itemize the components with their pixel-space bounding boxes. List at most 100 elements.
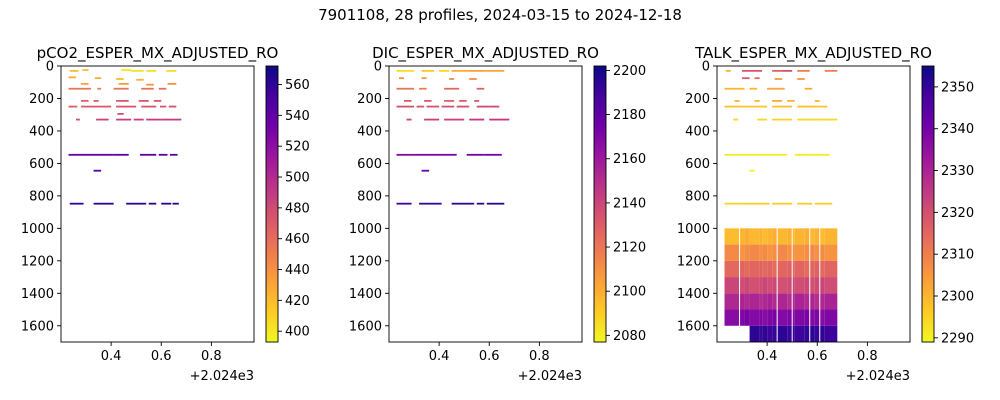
profile-segment bbox=[733, 118, 739, 121]
profile-segment bbox=[141, 105, 157, 108]
grid-cell bbox=[762, 228, 768, 245]
profile-segment bbox=[772, 202, 793, 205]
profile-segment bbox=[424, 100, 432, 102]
grid-cell bbox=[767, 244, 773, 261]
grid-cell bbox=[792, 325, 795, 342]
grid-cell bbox=[759, 293, 763, 310]
colorbar-tick-label: 400 bbox=[285, 325, 310, 340]
grid-cell bbox=[777, 277, 788, 294]
profile-segment bbox=[93, 100, 99, 102]
grid-cell bbox=[809, 309, 815, 326]
grid-cell bbox=[772, 228, 778, 245]
colorbar-tick-label: 2120 bbox=[613, 241, 646, 256]
grid-cell bbox=[787, 293, 793, 310]
figure-suptitle: 7901108, 28 profiles, 2024-03-15 to 2024… bbox=[318, 6, 682, 24]
profile-segment bbox=[797, 118, 818, 121]
colorbar-tick-label: 2160 bbox=[613, 152, 646, 167]
profile-segment bbox=[782, 69, 793, 72]
profile-segment bbox=[172, 202, 179, 205]
profile-segment bbox=[116, 105, 137, 108]
profile-segment bbox=[767, 87, 785, 90]
profile-segment bbox=[749, 169, 755, 172]
profile-segment bbox=[772, 69, 783, 72]
profile-segment bbox=[404, 100, 412, 102]
grid-cell bbox=[792, 277, 795, 294]
x-tick-label: 0.4 bbox=[101, 349, 122, 364]
colorbar bbox=[921, 65, 935, 343]
profile-segment bbox=[444, 87, 460, 90]
grid-cell bbox=[767, 325, 773, 342]
grid-cell bbox=[792, 260, 795, 278]
profile-segment bbox=[742, 105, 768, 108]
colorbar-tick-label: 2300 bbox=[941, 290, 974, 305]
profile-segment bbox=[118, 82, 129, 85]
colorbar-tick-label: 2100 bbox=[613, 285, 646, 300]
profile-segment bbox=[489, 118, 510, 121]
chart-panel-1: pCO2_ESPER_MX_ADJUSTED_RO 0.4 0.6 0.8 +2.024… bbox=[21, 44, 310, 384]
axes-frame bbox=[388, 65, 583, 343]
chart-title: DIC_ESPER_MX_ADJUSTED_RO bbox=[372, 44, 599, 63]
profile-segment bbox=[441, 105, 455, 108]
colorbar bbox=[265, 65, 279, 343]
profile-segment bbox=[742, 202, 770, 205]
grid-cell bbox=[794, 293, 805, 310]
y-tick-label: 1400 bbox=[349, 287, 382, 302]
profile-segment bbox=[444, 100, 455, 102]
colorbar-tick-label: 440 bbox=[285, 263, 310, 278]
grid-cell bbox=[809, 277, 815, 294]
profile-segment bbox=[161, 202, 172, 205]
profile-segment bbox=[414, 153, 457, 156]
y-tick-label: 1200 bbox=[349, 254, 382, 269]
x-tick-label: 0.8 bbox=[529, 349, 550, 364]
colorbar-tick-label: 540 bbox=[285, 109, 310, 124]
grid-cell bbox=[724, 244, 740, 261]
y-tick-label: 600 bbox=[29, 157, 54, 172]
grid-cell bbox=[804, 293, 810, 310]
grid-cell bbox=[762, 277, 768, 294]
profile-segment bbox=[396, 69, 415, 72]
grid-cell bbox=[804, 309, 810, 326]
profile-segment bbox=[69, 69, 79, 72]
profile-segment bbox=[489, 105, 500, 108]
profile-segment bbox=[469, 69, 485, 72]
grid-cell bbox=[759, 260, 763, 278]
y-tick-label: 1000 bbox=[21, 222, 54, 237]
profile-segment bbox=[742, 69, 763, 72]
y-tick-label: 1000 bbox=[349, 222, 382, 237]
grid-cell bbox=[777, 260, 788, 278]
profile-segment bbox=[94, 77, 102, 80]
grid-cell bbox=[792, 244, 795, 261]
profile-segment bbox=[724, 105, 743, 108]
profile-segment bbox=[757, 118, 768, 121]
grid-cell bbox=[749, 244, 760, 261]
profile-segment bbox=[724, 153, 788, 156]
profile-segment bbox=[814, 202, 833, 205]
profile-segment bbox=[113, 87, 129, 90]
profile-segment bbox=[734, 100, 740, 102]
grid-cell bbox=[819, 309, 825, 326]
y-tick-label: 800 bbox=[357, 189, 382, 204]
colorbar-tick-label: 520 bbox=[285, 140, 310, 155]
grid-cell bbox=[804, 260, 810, 278]
profile-segment bbox=[774, 78, 783, 80]
profile-segment bbox=[146, 118, 162, 121]
grid-cell bbox=[762, 309, 768, 326]
profile-segment bbox=[474, 100, 480, 102]
profile-segment bbox=[754, 100, 760, 102]
grid-cell bbox=[814, 244, 820, 261]
profile-segment bbox=[486, 202, 505, 205]
profile-segment bbox=[772, 100, 783, 102]
grid-cell bbox=[794, 260, 805, 278]
profile-segment bbox=[419, 202, 442, 205]
profile-segment bbox=[161, 118, 182, 121]
grid-cell bbox=[744, 309, 750, 326]
grid-cell bbox=[739, 260, 745, 278]
grid-cell bbox=[759, 309, 763, 326]
y-tick-label: 800 bbox=[29, 189, 54, 204]
grid-cell bbox=[819, 293, 825, 310]
grid-cell bbox=[819, 260, 825, 278]
grid-cell bbox=[814, 260, 820, 278]
colorbar-tick-label: 2290 bbox=[941, 331, 974, 346]
grid-cell bbox=[772, 293, 778, 310]
y-tick-label: 0 bbox=[374, 60, 382, 75]
